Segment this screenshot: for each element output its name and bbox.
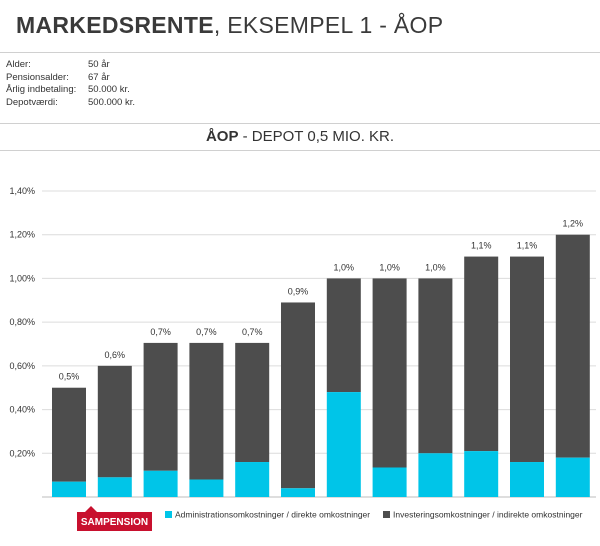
data-label: 0,5% <box>59 372 80 382</box>
logo-pointer <box>85 506 97 512</box>
info-row-retirement-age: Pensionsalder: 67 år <box>6 72 166 85</box>
bar-segment-investment-costs <box>326 278 361 393</box>
info-label: Alder: <box>6 59 31 70</box>
bar-segment-admin-costs <box>510 462 544 497</box>
bar-segment-investment-costs <box>281 302 315 489</box>
y-tick-label: 1,00% <box>9 273 35 283</box>
data-label: 0,7% <box>242 327 263 337</box>
data-label: 1,2% <box>563 219 584 229</box>
y-tick-label: 0,20% <box>9 448 35 458</box>
bar-segment-admin-costs <box>235 462 270 497</box>
chart-title-rest: - DEPOT 0,5 MIO. KR. <box>238 128 395 145</box>
grid-layer <box>42 190 596 498</box>
bar-segment-admin-costs <box>52 481 86 497</box>
sampension-logo: SAMPENSION <box>77 506 152 531</box>
info-panel: Alder: 50 år Pensionsalder: 67 år Årlig … <box>6 59 166 109</box>
bar-layer <box>52 234 590 497</box>
logo-badge <box>77 512 152 531</box>
legend-item-admin-costs: Administrationsomkostninger / direkte om… <box>165 510 370 520</box>
info-row-age: Alder: 50 år <box>6 59 166 72</box>
bar-segment-admin-costs <box>326 392 361 497</box>
data-label: 0,6% <box>105 350 126 360</box>
bar-segment-investment-costs <box>418 278 453 454</box>
bar-segment-admin-costs <box>372 467 407 497</box>
bar-segment-investment-costs <box>189 342 224 480</box>
info-value: 50 år <box>88 59 110 70</box>
bar-segment-admin-costs <box>555 457 590 497</box>
legend-label: Investeringsomkostninger / indirekte omk… <box>393 510 583 520</box>
info-value: 500.000 kr. <box>88 96 136 108</box>
bar-segment-investment-costs <box>555 234 590 458</box>
info-row-annual-payment: Årlig indbetaling: 50.000 kr. <box>6 84 166 97</box>
info-label: Depotværdi: <box>6 96 58 108</box>
bar-segment-admin-costs <box>464 451 499 497</box>
legend-swatch <box>165 511 172 518</box>
bar-segment-admin-costs <box>281 488 315 497</box>
bar-segment-investment-costs <box>510 256 544 463</box>
page-title: MARKEDSRENTE, EKSEMPEL 1 - ÅOP <box>16 12 443 39</box>
data-label: 1,0% <box>334 262 355 272</box>
data-label: 1,0% <box>425 262 446 272</box>
chart-title-bold: ÅOP <box>205 128 239 145</box>
title-rest: , EKSEMPEL 1 - ÅOP <box>213 12 444 38</box>
legend-swatch <box>383 511 390 518</box>
header: MARKEDSRENTE, EKSEMPEL 1 - ÅOP <box>0 0 600 53</box>
title-bold: MARKEDSRENTE <box>16 12 214 38</box>
info-value: 50.000 kr. <box>88 84 130 95</box>
legend-item-investment-costs: Investeringsomkostninger / indirekte omk… <box>383 510 583 520</box>
y-tick-label: 0,40% <box>9 405 35 415</box>
bar-segment-investment-costs <box>97 365 132 478</box>
data-label: 0,7% <box>150 327 171 337</box>
data-label: 0,7% <box>196 327 217 337</box>
data-label: 1,1% <box>517 241 538 251</box>
chart-title: ÅOP - DEPOT 0,5 MIO. KR. <box>0 123 600 151</box>
data-label: 0,9% <box>288 286 309 296</box>
info-label: Pensionsalder: <box>6 71 69 83</box>
info-value: 67 år <box>88 71 110 83</box>
data-label: 1,1% <box>471 241 492 251</box>
y-tick-label: 0,60% <box>9 361 35 371</box>
bar-segment-admin-costs <box>189 479 224 497</box>
bar-segment-investment-costs <box>464 256 499 452</box>
legend: SAMPENSION Administrationsomkostninger / … <box>77 506 583 531</box>
logo-text: SAMPENSION <box>81 517 148 528</box>
bar-segment-admin-costs <box>143 470 178 497</box>
label-layer: 0,20% 0,40% 0,60% 0,80% 1,00% 1,20% 1,40% 0,5% 0… <box>9 186 583 458</box>
legend-label: Administrationsomkostninger / direkte om… <box>175 510 370 520</box>
stacked-bar-chart: 0,20% 0,40% 0,60% 0,80% 1,00% 1,20% 1,40% 0,5% 0… <box>9 186 596 531</box>
info-label: Årlig indbetaling: <box>6 84 77 95</box>
bar-segment-admin-costs <box>97 477 132 497</box>
y-tick-label: 1,20% <box>9 230 35 240</box>
data-label: 1,0% <box>379 262 400 272</box>
y-tick-label: 1,40% <box>9 186 35 196</box>
bar-segment-investment-costs <box>143 342 178 471</box>
bar-segment-investment-costs <box>52 387 86 482</box>
bar-segment-admin-costs <box>418 453 453 497</box>
y-tick-label: 0,80% <box>9 317 35 327</box>
bar-segment-investment-costs <box>235 342 270 463</box>
info-row-depot-value: Depotværdi: 500.000 kr. <box>6 97 166 110</box>
bar-segment-investment-costs <box>372 278 407 468</box>
